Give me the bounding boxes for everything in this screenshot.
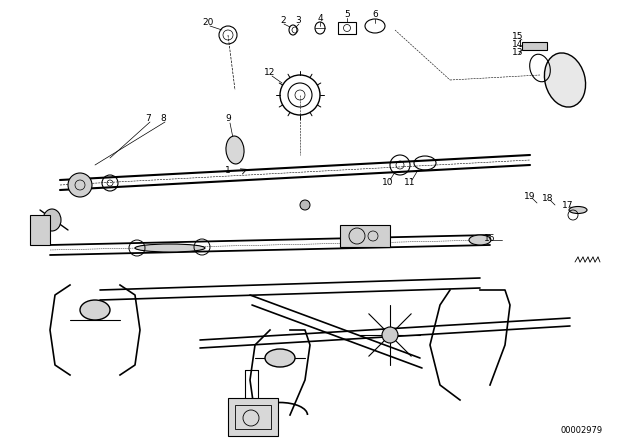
Bar: [340, 225, 390, 247]
Text: 8: 8: [160, 113, 166, 122]
Text: 4: 4: [317, 13, 323, 22]
Bar: [228, 398, 278, 436]
Bar: [30, 215, 50, 245]
Bar: [235, 405, 271, 429]
Text: 11: 11: [404, 177, 416, 186]
Text: 3: 3: [295, 16, 301, 25]
Text: 2: 2: [280, 16, 286, 25]
Text: 14: 14: [512, 39, 524, 48]
Text: 10: 10: [382, 177, 394, 186]
Bar: [338, 22, 356, 34]
Bar: [522, 42, 547, 50]
Ellipse shape: [80, 300, 110, 320]
Circle shape: [382, 327, 398, 343]
Ellipse shape: [545, 53, 586, 107]
Text: 13: 13: [512, 47, 524, 56]
Text: 7: 7: [145, 113, 151, 122]
Text: 1: 1: [225, 165, 231, 175]
Text: 18: 18: [542, 194, 554, 202]
Text: 17: 17: [563, 201, 573, 210]
Ellipse shape: [469, 235, 491, 245]
Text: 16: 16: [484, 233, 496, 242]
Text: 9: 9: [225, 113, 231, 122]
Ellipse shape: [265, 349, 295, 367]
Text: 20: 20: [202, 17, 214, 26]
Circle shape: [68, 173, 92, 197]
Ellipse shape: [135, 244, 205, 252]
Text: 15: 15: [512, 31, 524, 40]
Text: 19: 19: [524, 191, 536, 201]
Text: 12: 12: [264, 68, 276, 77]
Ellipse shape: [569, 207, 587, 214]
Ellipse shape: [226, 136, 244, 164]
Text: 00002979: 00002979: [561, 426, 603, 435]
Text: 6: 6: [372, 9, 378, 18]
Ellipse shape: [43, 209, 61, 231]
Circle shape: [300, 200, 310, 210]
Text: 5: 5: [344, 9, 350, 18]
